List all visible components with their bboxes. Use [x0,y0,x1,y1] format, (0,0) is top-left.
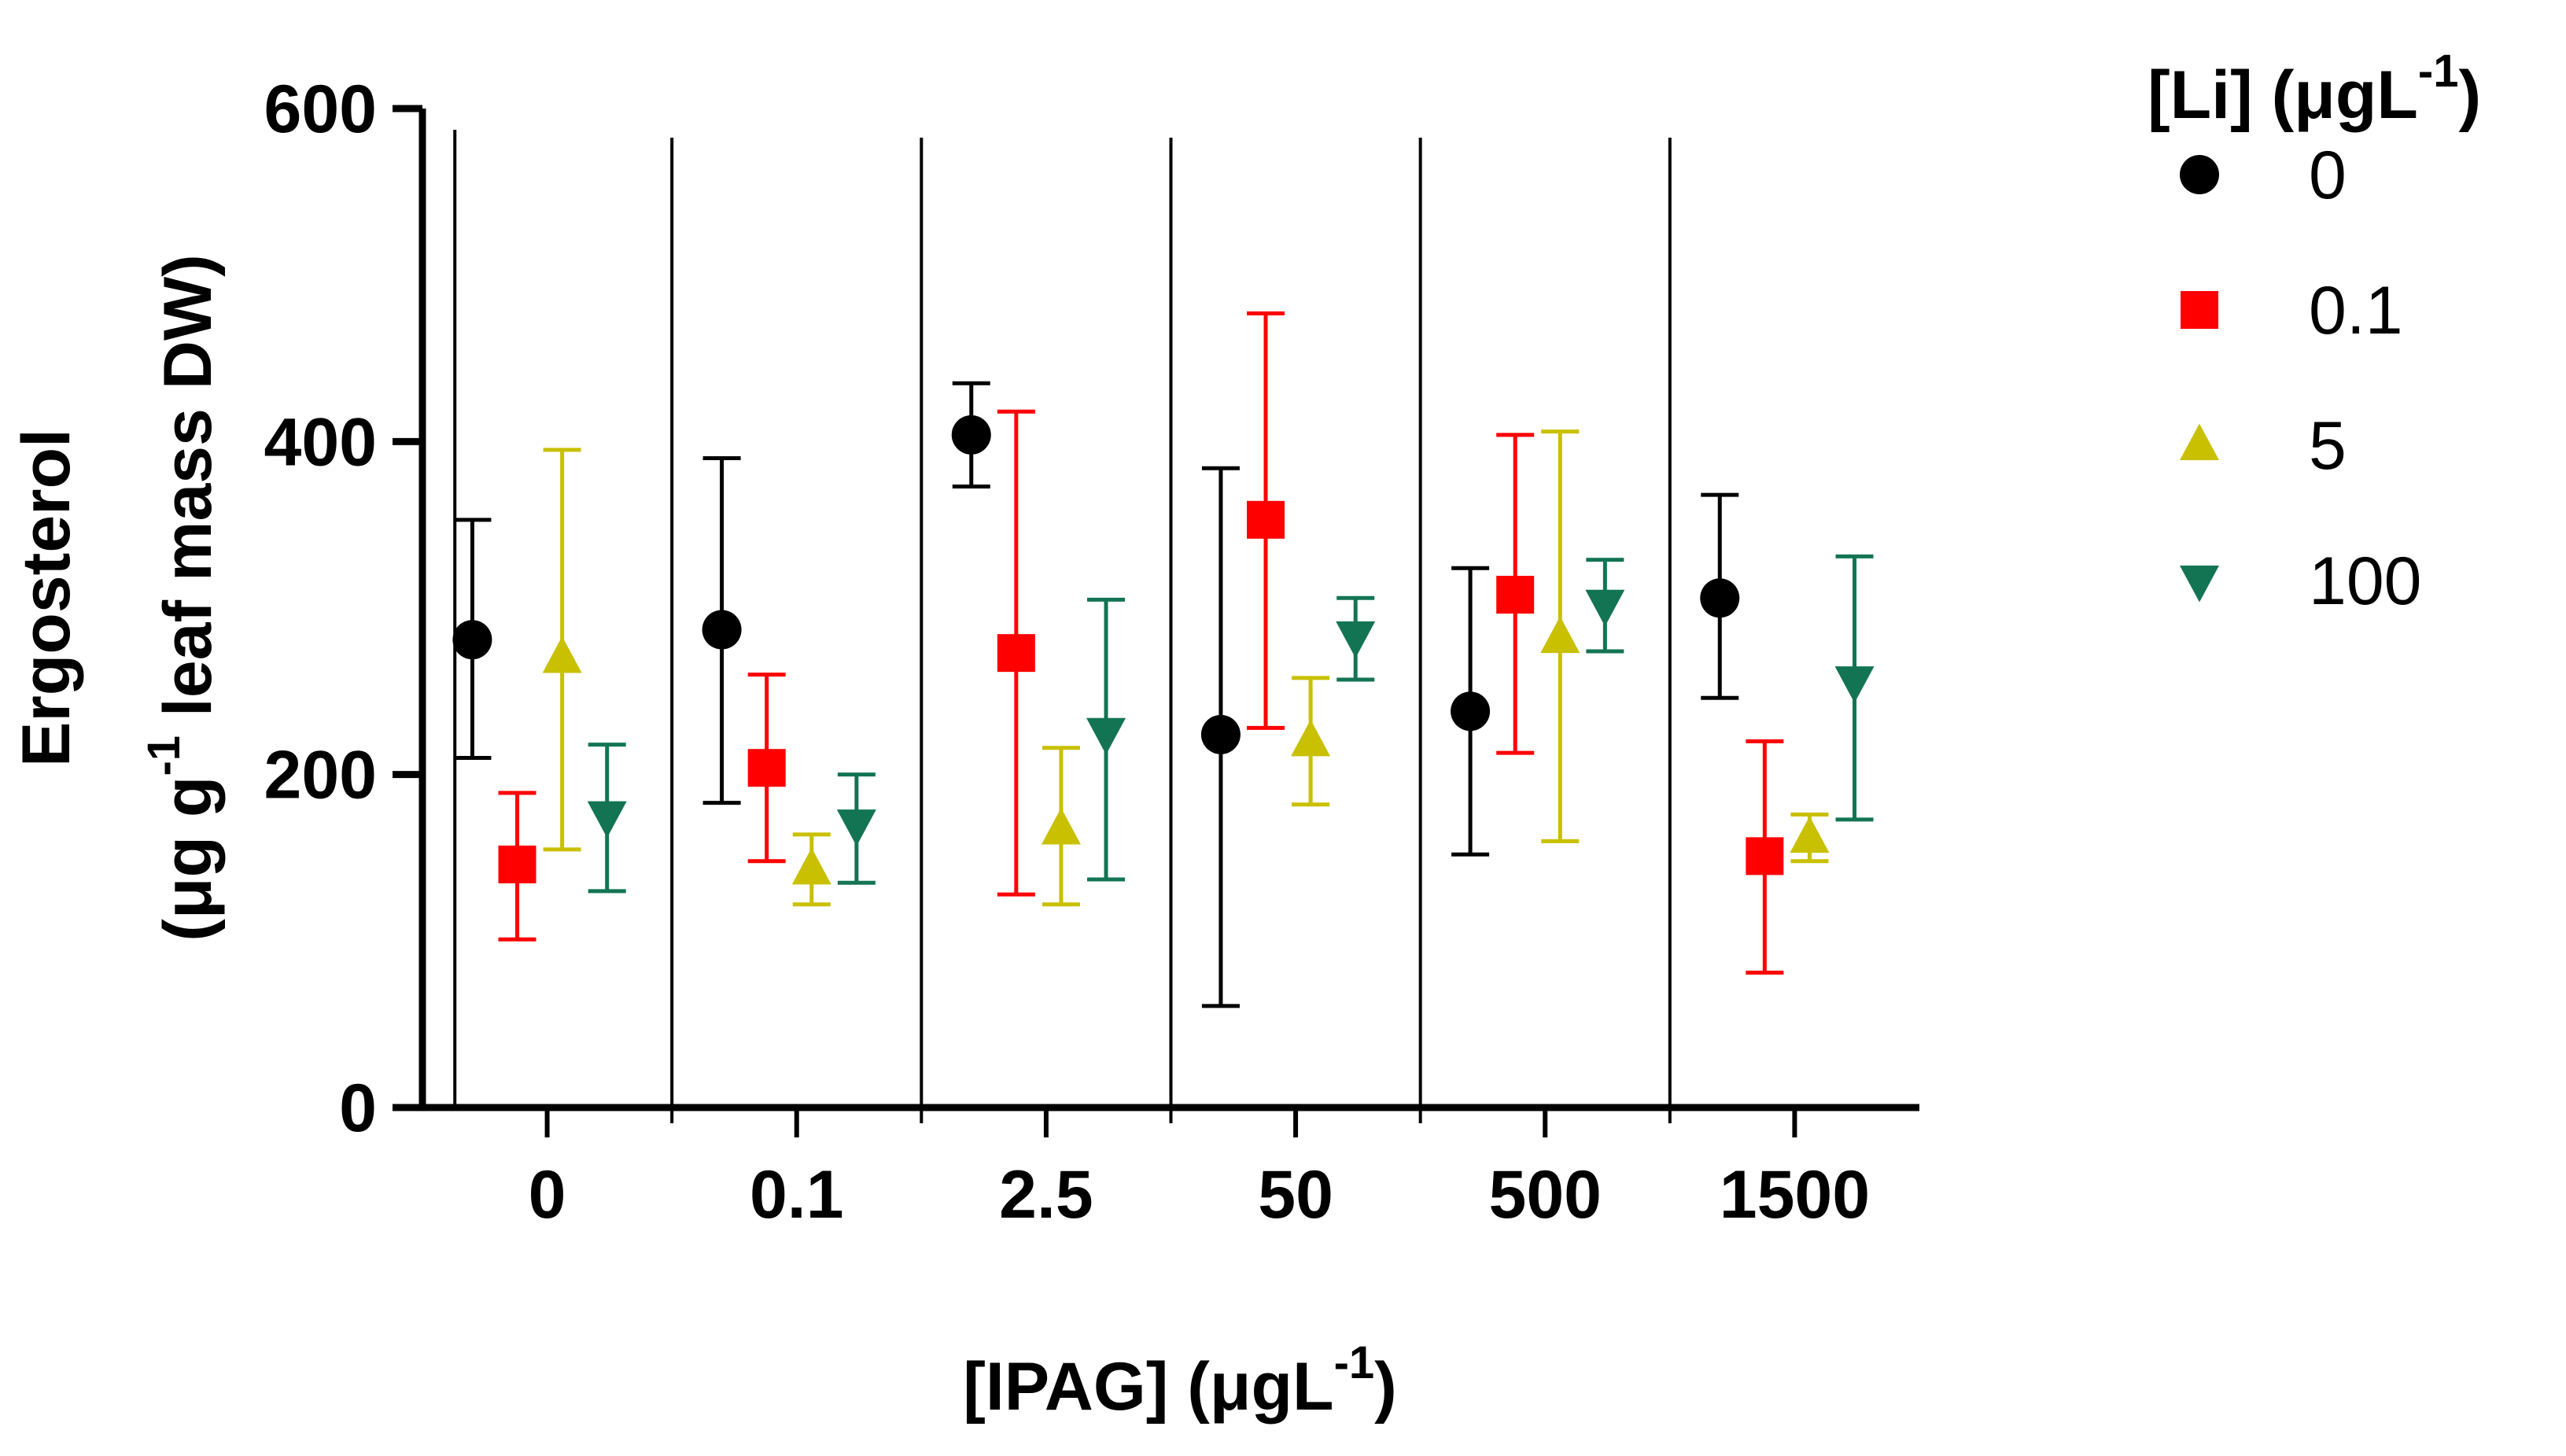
legend-label: 0 [2309,138,2347,213]
x-tick-label: 50 [1258,1157,1333,1233]
data-point [997,634,1035,673]
plot-area [453,130,1672,1123]
legend-title: [Li] (μgL-1) [2148,46,2481,133]
legend-marker [2180,566,2219,603]
data-point [1200,714,1241,754]
series-5 [542,429,1830,907]
legend-label: 100 [2309,544,2422,619]
x-axis-title: [IPAG] (μgL-1) [963,1337,1397,1425]
y-tick-label: 600 [264,72,378,147]
data-point [1247,500,1285,539]
data-point [1700,578,1740,618]
x-tick-label: 0 [529,1157,566,1233]
legend-item: 0 [2180,138,2347,213]
data-point [452,620,492,660]
legend-marker [2180,423,2219,460]
data-point [1834,666,1875,703]
legend-item: 5 [2180,408,2347,484]
legend: [Li] (μgL-1) 0 0.1 5 100 [2148,46,2481,619]
data-point [1451,691,1491,732]
legend-item: 0.1 [2181,273,2403,348]
data-point [951,415,991,455]
data-point [1540,616,1580,654]
y-tick-label: 200 [264,738,378,813]
data-point [791,847,831,885]
legend-item: 100 [2180,544,2422,619]
data-point [587,801,627,839]
x-tick-label: 1500 [1720,1157,1870,1233]
y-axis-title-line2: (μg g-1 leaf mass DW) [138,254,226,942]
data-point [542,636,582,673]
data-point [1086,717,1126,755]
axes: 0 200 400 600 0 0.1 2.5 50 500 1500 [264,72,1919,1233]
legend-marker [2181,291,2218,329]
data-point [1585,589,1625,627]
data-point [836,809,876,846]
legend-marker [2180,155,2219,194]
series-100 [587,554,1875,894]
y-tick-label: 400 [264,404,378,480]
legend-label: 5 [2309,408,2347,484]
data-point [1041,808,1081,845]
data-point [1291,719,1331,757]
x-tick-label: 500 [1489,1157,1602,1233]
data-point [1790,816,1830,853]
y-axis-title-line1: Ergosterol [9,429,84,767]
y-tick-label: 0 [339,1071,377,1146]
x-tick-label: 0.1 [750,1157,844,1233]
data-point [1746,837,1784,875]
series-0_1 [498,311,1784,975]
legend-label: 0.1 [2309,273,2403,348]
data-point [1496,576,1535,614]
series-group [452,311,1875,1008]
data-point [1336,621,1376,658]
x-tick-label: 2.5 [999,1157,1093,1233]
data-point [702,610,742,650]
data-point [498,845,536,883]
data-point [747,749,786,787]
series-0 [452,381,1740,1008]
